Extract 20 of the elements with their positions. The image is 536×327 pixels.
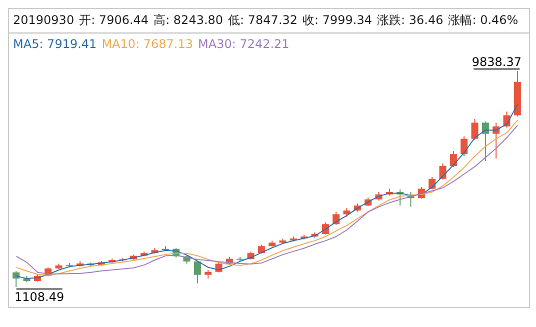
text: MA5: 7919.41 — [13, 37, 97, 51]
text: 涨幅: 0.46% — [448, 13, 518, 27]
text: 20190930 — [13, 13, 74, 27]
text: 1108.49 — [14, 290, 64, 304]
text: 低: 7847.32 — [228, 13, 298, 27]
candlestick — [471, 118, 478, 140]
text: 涨跌: 36.46 — [377, 13, 444, 27]
text: 开: 7906.44 — [79, 13, 149, 27]
text: MA30: 7242.21 — [198, 37, 290, 51]
candlestick — [194, 260, 201, 284]
text: 高: 8243.80 — [154, 13, 224, 27]
candlestick — [482, 120, 489, 162]
text: MA10: 7687.13 — [102, 37, 193, 51]
candlestick — [450, 150, 457, 168]
text: 收: 7999.34 — [302, 13, 372, 27]
candlestick — [439, 162, 446, 180]
candlestick — [332, 211, 340, 226]
candlestick — [460, 136, 468, 157]
candlestick — [12, 270, 20, 287]
text: 9838.37 — [472, 55, 522, 69]
